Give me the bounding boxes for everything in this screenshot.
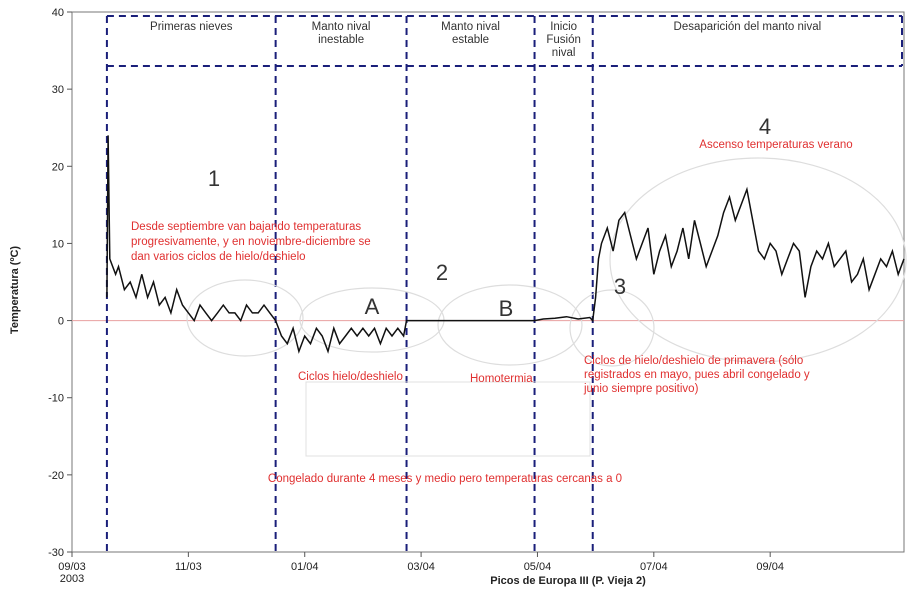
annotation-frozen: Congelado durante 4 meses y medio pero t… <box>268 473 622 485</box>
phase-label: Primeras nieves <box>150 21 233 33</box>
phase-label: inestable <box>318 34 364 46</box>
stage-marker: 4 <box>759 114 771 139</box>
y-tick-label: -20 <box>48 470 64 482</box>
phase-label: estable <box>452 34 489 46</box>
stage-marker: 2 <box>436 260 448 285</box>
annotation-spring: Ciclos de hielo/deshielo de primavera (s… <box>584 355 803 367</box>
x-tick-label: 03/04 <box>407 561 435 573</box>
phase-label: nival <box>552 47 576 59</box>
annotation-summer: Ascenso temperaturas verano <box>699 139 852 151</box>
stage-markers: 1 A 2 B 3 4 <box>208 114 771 321</box>
x-axis-label: Picos de Europa III (P. Vieja 2) <box>490 575 646 587</box>
phase-label: Manto nival <box>441 21 500 33</box>
phase-label: Desaparición del manto nival <box>674 21 822 33</box>
y-tick-label: 30 <box>52 84 64 96</box>
stage-marker: A <box>365 294 380 319</box>
y-tick-label: -10 <box>48 393 64 405</box>
x-tick-label-year: 2003 <box>60 573 84 585</box>
annotation-spring: registrados en mayo, pues abril congelad… <box>584 369 810 381</box>
annotation-cycles: Ciclos hielo/deshielo <box>298 371 403 383</box>
y-axis-label: Temperatura (ºC) <box>9 246 21 334</box>
x-tick-label: 01/04 <box>291 561 319 573</box>
annotation-autumn: dan varios ciclos de hielo/deshielo <box>131 251 306 263</box>
highlight-ellipse <box>186 279 304 357</box>
highlight-ellipse <box>437 284 583 366</box>
phase-label: Fusión <box>546 34 581 46</box>
x-tick-label: 07/04 <box>640 561 668 573</box>
highlight-ellipse <box>569 289 655 367</box>
y-tick-label: 20 <box>52 161 64 173</box>
phase-label: Inicio <box>550 21 577 33</box>
annotation-autumn: progresivamente, y en noviembre-diciembr… <box>131 236 371 248</box>
x-tick-label: 09/03 <box>58 561 86 573</box>
annotation-homotermia: Homotermia <box>470 373 533 385</box>
highlight-ellipse <box>609 157 907 363</box>
y-tick-label: 0 <box>58 316 64 328</box>
temperature-series-line <box>106 135 905 354</box>
stage-marker: 1 <box>208 166 220 191</box>
y-tick-label: -30 <box>48 547 64 559</box>
stage-marker: 3 <box>614 274 626 299</box>
x-tick-label: 11/03 <box>175 561 202 573</box>
phase-label: Manto nival <box>312 21 371 33</box>
y-tick-label: 10 <box>52 238 64 250</box>
annotation-spring: junio siempre positivo) <box>583 383 699 395</box>
ellipses <box>186 157 907 457</box>
y-tick-label: 40 <box>52 7 64 19</box>
annotations: Ascenso temperaturas verano Desde septiem… <box>131 139 853 485</box>
stage-marker: B <box>499 296 514 321</box>
x-tick-label: 09/04 <box>756 561 784 573</box>
frozen-box <box>305 381 591 457</box>
annotation-autumn: Desde septiembre van bajando temperatura… <box>131 221 361 233</box>
phase-bands: Primeras nieves Manto nivalinestableManto… <box>105 15 903 552</box>
x-tick-label: 05/04 <box>524 561 552 573</box>
plot-frame <box>71 11 905 553</box>
